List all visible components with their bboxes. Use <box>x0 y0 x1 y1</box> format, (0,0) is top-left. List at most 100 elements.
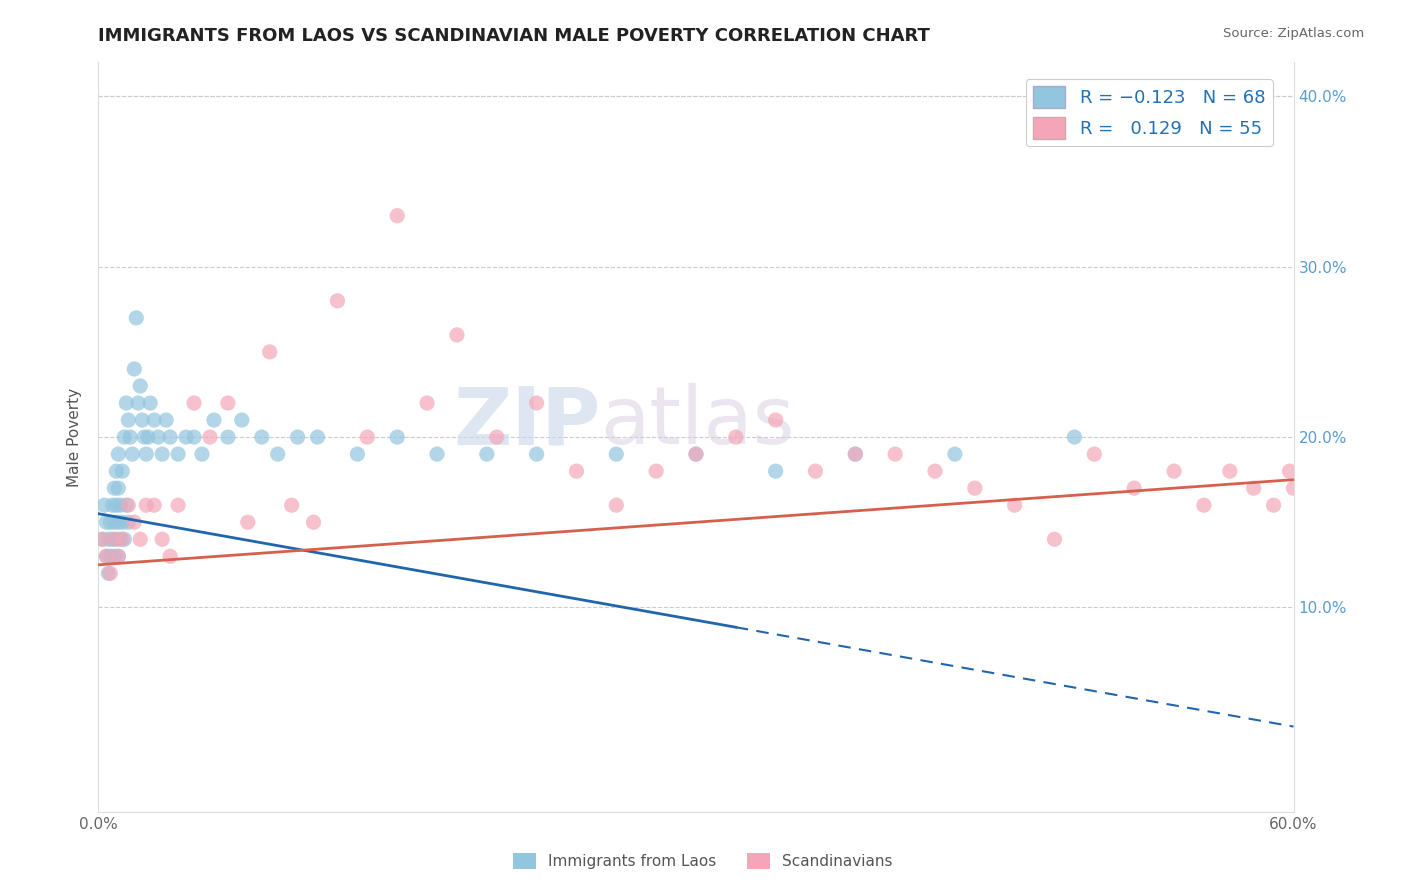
Point <box>1163 464 1185 478</box>
Point <box>446 327 468 342</box>
Point <box>267 447 290 461</box>
Point <box>135 447 157 461</box>
Point <box>101 498 124 512</box>
Point <box>287 430 309 444</box>
Point <box>107 515 129 529</box>
Point <box>127 396 149 410</box>
Point <box>125 310 148 325</box>
Point <box>159 549 181 564</box>
Point <box>98 549 122 564</box>
Point <box>326 293 349 308</box>
Point <box>96 549 118 564</box>
Point <box>259 345 281 359</box>
Point <box>148 430 170 444</box>
Point <box>280 498 302 512</box>
Point <box>103 549 125 564</box>
Point <box>96 549 118 564</box>
Point <box>134 430 156 444</box>
Point <box>121 447 143 461</box>
Point <box>217 430 239 444</box>
Point <box>765 464 787 478</box>
Point <box>111 464 134 478</box>
Point <box>159 430 181 444</box>
Text: ZIP: ZIP <box>453 383 600 461</box>
Point <box>97 533 120 547</box>
Point <box>416 396 439 410</box>
Point <box>183 430 205 444</box>
Point <box>1004 498 1026 512</box>
Point <box>150 533 173 547</box>
Point <box>1063 430 1085 444</box>
Point <box>143 498 166 512</box>
Point <box>112 430 135 444</box>
Point <box>103 515 125 529</box>
Point <box>1263 498 1285 512</box>
Point <box>1292 447 1315 461</box>
Point <box>167 498 190 512</box>
Point <box>183 396 205 410</box>
Point <box>645 464 668 478</box>
Point <box>105 533 128 547</box>
Point <box>98 515 122 529</box>
Point <box>105 464 128 478</box>
Point <box>924 464 946 478</box>
Legend: R = −0.123   N = 68, R =   0.129   N = 55: R = −0.123 N = 68, R = 0.129 N = 55 <box>1025 79 1272 146</box>
Point <box>155 413 177 427</box>
Point <box>1219 464 1241 478</box>
Point <box>93 498 115 512</box>
Point <box>302 515 325 529</box>
Point <box>139 396 162 410</box>
Point <box>475 447 498 461</box>
Point <box>111 515 134 529</box>
Point <box>191 447 214 461</box>
Y-axis label: Male Poverty: Male Poverty <box>67 387 83 487</box>
Point <box>97 566 120 581</box>
Point <box>605 498 627 512</box>
Point <box>943 447 966 461</box>
Point <box>685 447 707 461</box>
Point <box>117 413 139 427</box>
Point <box>1123 481 1146 495</box>
Point <box>844 447 866 461</box>
Point <box>91 533 114 547</box>
Point <box>91 533 114 547</box>
Point <box>346 447 368 461</box>
Point <box>96 515 118 529</box>
Point <box>98 566 122 581</box>
Text: IMMIGRANTS FROM LAOS VS SCANDINAVIAN MALE POVERTY CORRELATION CHART: IMMIGRANTS FROM LAOS VS SCANDINAVIAN MAL… <box>98 27 931 45</box>
Point <box>485 430 508 444</box>
Point <box>129 533 152 547</box>
Point <box>250 430 273 444</box>
Point <box>105 498 128 512</box>
Point <box>884 447 907 461</box>
Point <box>356 430 378 444</box>
Point <box>765 413 787 427</box>
Point <box>131 413 153 427</box>
Point <box>110 533 132 547</box>
Point <box>107 447 129 461</box>
Point <box>135 498 157 512</box>
Point <box>120 430 142 444</box>
Point <box>103 481 125 495</box>
Point <box>385 430 409 444</box>
Point <box>526 396 548 410</box>
Text: atlas: atlas <box>600 383 794 461</box>
Point <box>426 447 449 461</box>
Point <box>129 379 152 393</box>
Point <box>111 533 134 547</box>
Point <box>565 464 588 478</box>
Text: Source: ZipAtlas.com: Source: ZipAtlas.com <box>1223 27 1364 40</box>
Point <box>202 413 225 427</box>
Point <box>844 447 866 461</box>
Point <box>124 515 146 529</box>
Point <box>685 447 707 461</box>
Point <box>112 533 135 547</box>
Point <box>124 362 146 376</box>
Point <box>307 430 329 444</box>
Point <box>167 447 190 461</box>
Point <box>101 533 124 547</box>
Point <box>110 498 132 512</box>
Point <box>1331 464 1354 478</box>
Point <box>963 481 986 495</box>
Point <box>107 481 129 495</box>
